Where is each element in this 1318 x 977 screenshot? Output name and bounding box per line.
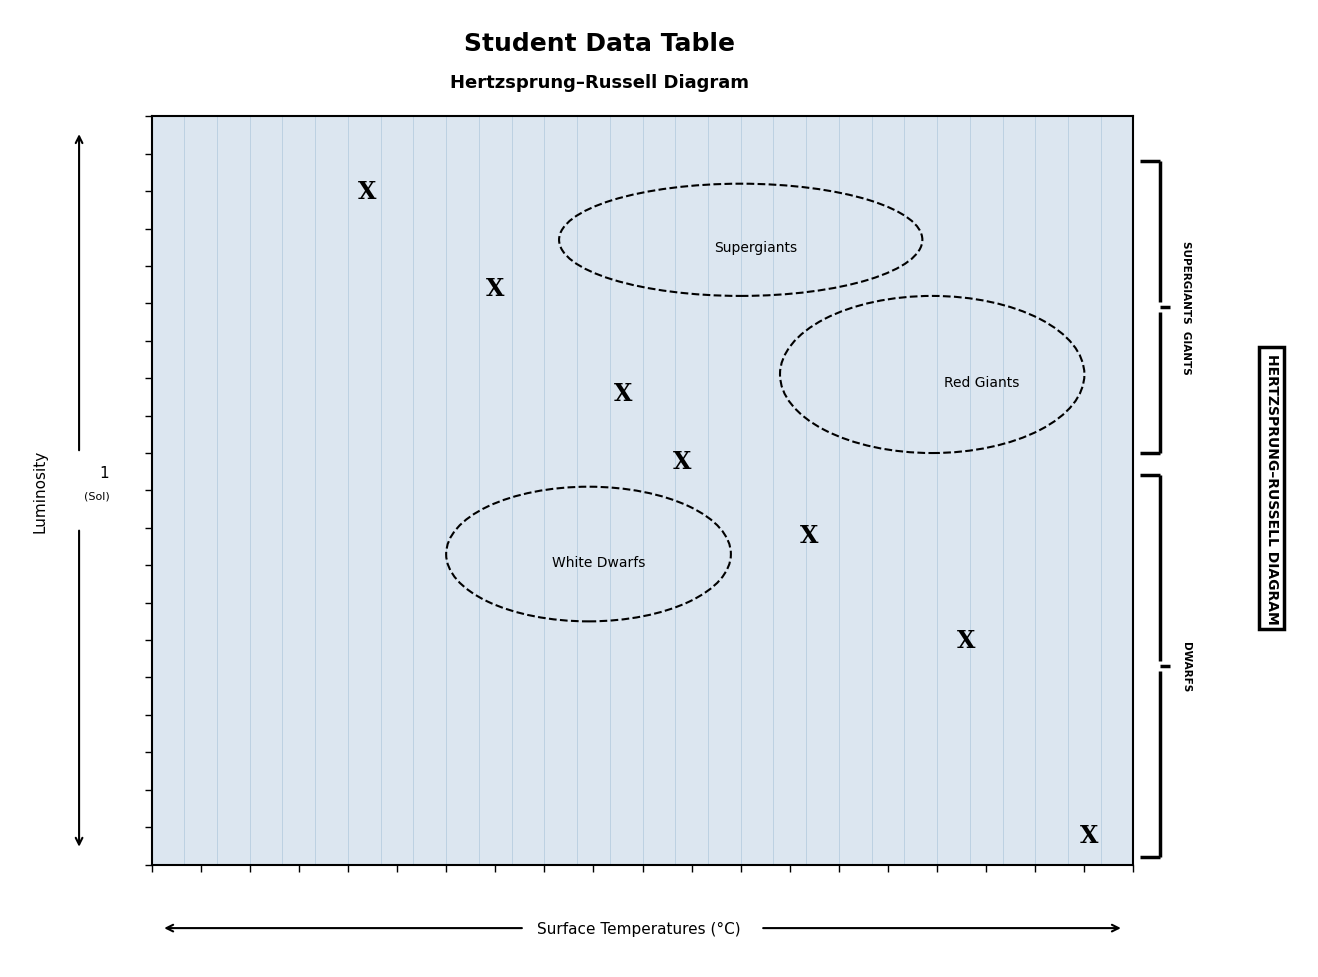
Text: Luminosity: Luminosity (32, 449, 47, 532)
Text: White Dwarfs: White Dwarfs (552, 555, 645, 569)
Text: X: X (957, 628, 975, 653)
Text: Surface Temperatures (°C): Surface Temperatures (°C) (538, 920, 741, 936)
Text: X: X (800, 524, 818, 548)
Text: DWARFS: DWARFS (1181, 642, 1191, 692)
Text: (Sol): (Sol) (83, 490, 109, 501)
Text: Student Data Table: Student Data Table (464, 32, 735, 56)
Text: X: X (672, 449, 691, 473)
Text: 1: 1 (100, 466, 109, 481)
Text: Red Giants: Red Giants (944, 375, 1019, 390)
Text: HERTZSPRUNG–RUSSELL DIAGRAM: HERTZSPRUNG–RUSSELL DIAGRAM (1265, 354, 1278, 623)
Text: X: X (614, 382, 633, 405)
Text: SUPERGIANTS  GIANTS: SUPERGIANTS GIANTS (1181, 241, 1191, 374)
Text: Hertzsprung–Russell Diagram: Hertzsprung–Russell Diagram (451, 74, 749, 92)
Text: X: X (358, 180, 377, 204)
Text: Supergiants: Supergiants (714, 241, 797, 255)
Text: X: X (486, 277, 505, 301)
Text: X: X (1079, 823, 1098, 847)
